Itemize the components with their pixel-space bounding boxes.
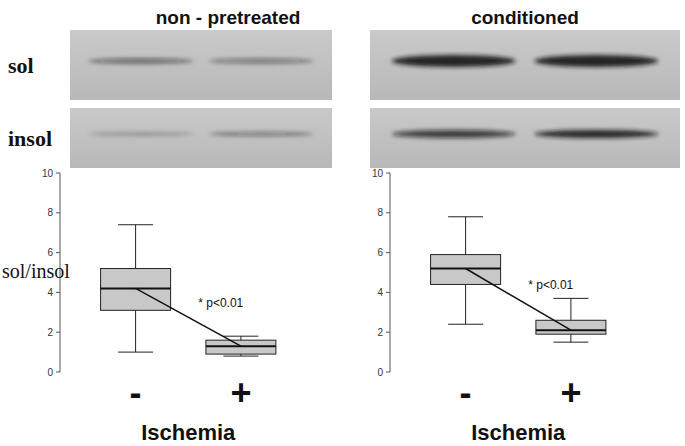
whisker-cap-max	[223, 336, 258, 337]
whisker-lower	[135, 310, 136, 352]
x-tick-label: -	[130, 372, 142, 413]
box	[206, 340, 276, 354]
box	[431, 255, 501, 285]
blot-band	[209, 59, 314, 64]
y-tick	[56, 252, 60, 253]
annotation: * p<0.01	[198, 296, 243, 310]
y-axis	[390, 173, 391, 372]
y-tick-label: 4	[47, 287, 53, 298]
y-tick	[386, 252, 390, 253]
whisker-upper	[240, 336, 241, 340]
whisker-upper	[135, 225, 136, 269]
y-tick-label: 8	[377, 207, 383, 218]
panel: conditioned 0 2 4 6 8 10 - + * p<0.01 Ischemia	[370, 7, 680, 445]
whisker-cap-min	[223, 356, 258, 357]
whisker-upper	[570, 298, 571, 320]
blot-background	[370, 30, 680, 100]
y-tick	[56, 212, 60, 213]
blot-band	[534, 55, 658, 67]
blot-background	[70, 30, 332, 100]
panel-title: conditioned	[471, 7, 579, 28]
whisker-cap-min	[118, 352, 153, 353]
blot-band	[88, 59, 193, 64]
whisker-cap-min	[553, 342, 588, 343]
x-tick-label: +	[230, 372, 251, 413]
y-tick-label: 10	[42, 168, 54, 179]
y-tick-label: 2	[47, 327, 53, 338]
y-tick	[386, 173, 390, 174]
blot-band	[392, 130, 516, 138]
x-tick-label: -	[460, 372, 472, 413]
y-tick-label: 0	[377, 367, 383, 378]
y-tick	[56, 372, 60, 373]
blot-row-label: sol	[8, 53, 34, 78]
x-axis-label: Ischemia	[471, 420, 566, 445]
blot-band	[209, 132, 314, 136]
y-tick-label: 0	[47, 367, 53, 378]
x-axis-label: Ischemia	[141, 420, 236, 445]
whisker-lower	[465, 284, 466, 324]
y-tick-label: 2	[377, 327, 383, 338]
panel: non - pretreated 0 2 4 6 8 10 sol/insol - + * p<0.…	[2, 7, 332, 445]
y-tick	[386, 292, 390, 293]
y-tick	[56, 292, 60, 293]
figure: sol insol non - pretreated 0 2 4 6 8 10 sol/insol…	[0, 0, 685, 446]
panel-title: non - pretreated	[156, 7, 301, 28]
whisker-upper	[465, 217, 466, 255]
blot-band	[392, 55, 516, 67]
y-tick-label: 4	[377, 287, 383, 298]
y-tick	[56, 332, 60, 333]
y-tick-label: 6	[377, 247, 383, 258]
x-tick-label: +	[560, 372, 581, 413]
box	[101, 269, 171, 311]
whisker-lower	[570, 334, 571, 342]
y-tick	[56, 173, 60, 174]
y-tick	[386, 332, 390, 333]
annotation: * p<0.01	[528, 278, 573, 292]
marks	[431, 217, 606, 342]
y-tick	[386, 212, 390, 213]
whisker-cap-max	[553, 298, 588, 299]
blot-band	[534, 130, 658, 138]
blot-band	[88, 132, 193, 136]
y-axis-label: sol/insol	[2, 260, 70, 282]
whisker-cap-max	[118, 224, 153, 225]
whisker-cap-min	[448, 324, 483, 325]
box	[536, 320, 606, 334]
marks	[101, 225, 276, 356]
y-tick-label: 10	[372, 168, 384, 179]
y-tick-label: 6	[47, 247, 53, 258]
blot-background	[370, 108, 680, 168]
blot-background	[70, 108, 332, 168]
y-tick-label: 8	[47, 207, 53, 218]
blot-row-label: insol	[8, 126, 52, 151]
y-tick	[386, 372, 390, 373]
whisker-cap-max	[448, 216, 483, 217]
